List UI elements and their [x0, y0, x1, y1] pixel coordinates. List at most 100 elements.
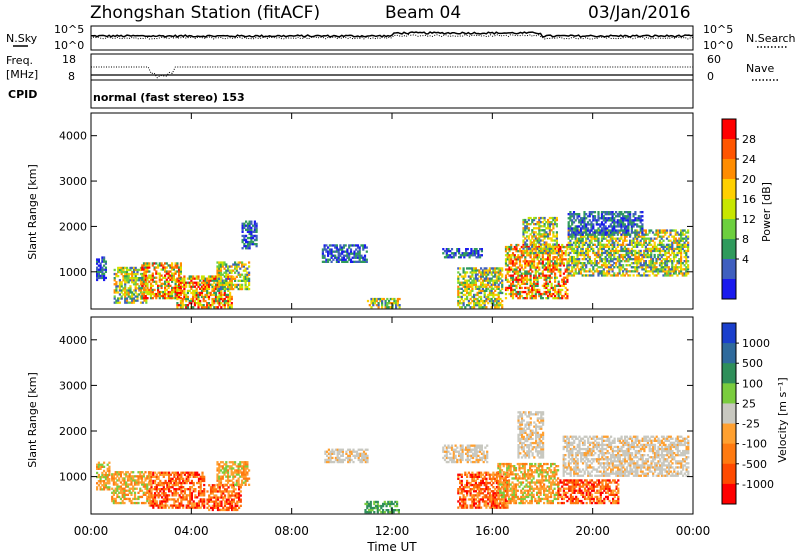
- velocity-cell: [225, 461, 228, 464]
- power-cell: [179, 264, 182, 267]
- velocity-cell: [103, 488, 106, 491]
- power-cell: [248, 279, 251, 282]
- power-cell: [531, 231, 534, 234]
- power-cell: [365, 258, 368, 261]
- velocity-cell: [159, 502, 162, 505]
- velocity-cell: [128, 497, 131, 501]
- power-cell: [634, 243, 637, 246]
- power-cell: [508, 250, 511, 253]
- power-cell: [559, 268, 562, 271]
- velocity-cell: [97, 461, 100, 464]
- power-cell: [101, 268, 104, 271]
- velocity-cell: [231, 504, 234, 507]
- power-cell: [585, 225, 588, 228]
- power-cell: [608, 251, 611, 255]
- power-cell: [662, 243, 665, 246]
- velocity-cell: [216, 463, 219, 466]
- power-cell: [485, 273, 488, 276]
- power-cell: [510, 292, 513, 296]
- power-cell: [683, 268, 686, 271]
- power-cell: [153, 266, 156, 269]
- power-cell: [664, 258, 667, 261]
- power-cell: [181, 285, 184, 288]
- velocity-cell: [225, 475, 228, 478]
- power-cell: [508, 286, 511, 290]
- velocity-cell: [229, 490, 232, 493]
- power-cell: [103, 260, 106, 263]
- power-cell: [248, 271, 251, 274]
- velocity-cell: [123, 501, 126, 505]
- power-cell: [576, 249, 579, 253]
- velocity-cell: [168, 477, 171, 480]
- power-cell: [171, 276, 174, 279]
- velocity-cell: [101, 473, 104, 477]
- power-cell: [207, 277, 211, 280]
- power-cell: [229, 279, 232, 282]
- power-cell: [469, 306, 472, 309]
- power-cell: [113, 289, 116, 292]
- power-cell: [234, 279, 237, 282]
- power-cell: [522, 278, 525, 281]
- velocity-cell: [118, 477, 121, 480]
- power-cell: [471, 285, 474, 288]
- power-cell: [129, 272, 132, 276]
- power-cell: [534, 216, 537, 220]
- velocity-cell: [137, 497, 140, 501]
- power-cell: [664, 249, 667, 253]
- velocity-cell: [238, 498, 241, 501]
- power-cell: [525, 286, 529, 290]
- power-cell: [200, 285, 204, 288]
- power-cell: [576, 241, 579, 244]
- power-cell: [494, 289, 497, 292]
- velocity-cell: [180, 471, 183, 474]
- power-cell: [96, 258, 99, 261]
- station-title: Zhongshan Station (fitACF): [90, 3, 320, 23]
- power-cell: [623, 225, 626, 228]
- power-cell: [125, 272, 129, 276]
- power-cell: [228, 285, 231, 289]
- power-cell: [636, 225, 639, 228]
- power-cell: [398, 297, 401, 301]
- power-cell: [527, 216, 530, 220]
- power-cell: [534, 256, 537, 259]
- power-cell: [476, 297, 479, 301]
- power-cell: [643, 229, 646, 232]
- power-cell: [569, 235, 572, 238]
- power-cell: [583, 217, 586, 220]
- power-cell: [457, 267, 460, 270]
- velocity-cell: [121, 471, 124, 474]
- velocity-cell: [123, 495, 126, 499]
- power-cell: [606, 258, 609, 261]
- power-cell: [149, 286, 153, 290]
- power-cell: [588, 241, 591, 244]
- power-cell: [213, 275, 216, 278]
- power-cell: [227, 269, 230, 272]
- power-cell: [632, 253, 635, 257]
- power-cell: [622, 241, 625, 244]
- power-cell: [579, 268, 583, 271]
- power-cell: [557, 297, 560, 300]
- power-cell: [131, 295, 134, 298]
- power-cell: [158, 278, 161, 281]
- power-cell: [629, 274, 632, 277]
- power-cell: [676, 260, 679, 263]
- power-cell: [524, 251, 527, 254]
- power-cell: [533, 262, 536, 265]
- power-cell: [220, 295, 223, 299]
- power-cell: [214, 277, 218, 280]
- power-cell: [142, 280, 146, 283]
- power-cell: [625, 235, 628, 238]
- power-cell: [604, 221, 607, 224]
- power-cell: [475, 252, 478, 255]
- power-cell: [213, 289, 216, 292]
- velocity-cell: [211, 500, 214, 503]
- power-cell: [462, 271, 465, 274]
- power-cell: [192, 297, 195, 301]
- power-cell: [160, 294, 163, 298]
- power-cell: [480, 306, 483, 309]
- power-cell: [216, 302, 219, 305]
- power-cell: [613, 223, 616, 226]
- power-cell: [566, 274, 569, 277]
- power-cell: [515, 248, 518, 251]
- velocity-cell: [234, 483, 237, 486]
